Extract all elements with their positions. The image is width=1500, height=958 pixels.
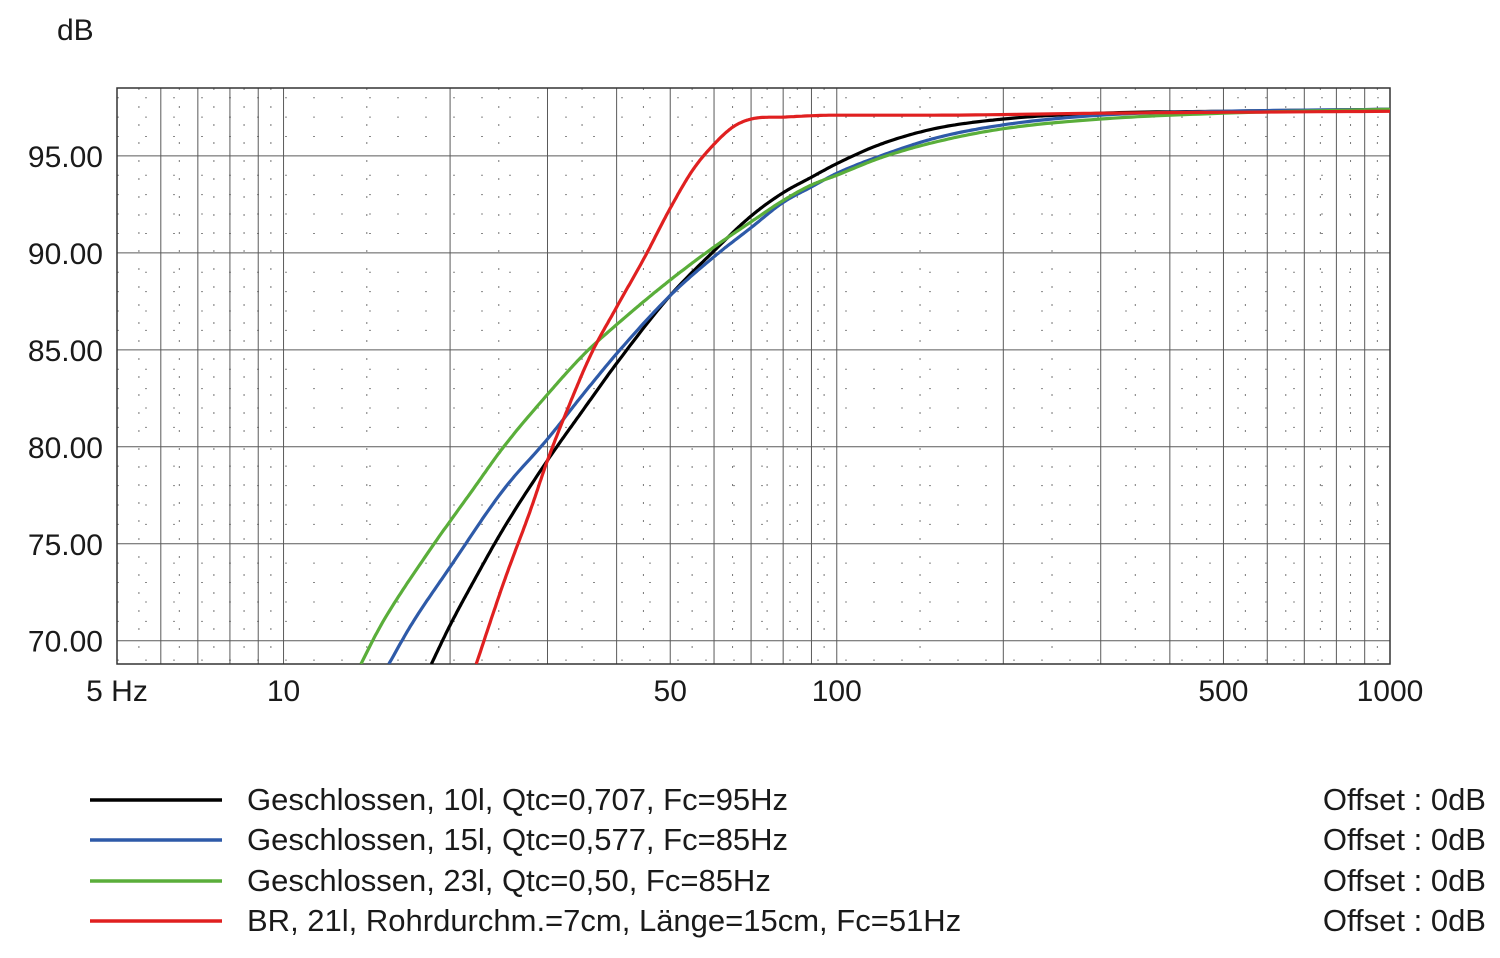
plot-area-frame: [116, 87, 1391, 665]
x-tick-label: 50: [654, 675, 687, 708]
legend: Geschlossen, 10l, Qtc=0,707, Fc=95Hz Offs…: [90, 782, 1486, 938]
legend-offset-label: Offset : 0dB: [1323, 863, 1486, 898]
x-tick-label: 10: [267, 675, 300, 708]
y-tick-label: 90.00: [28, 238, 103, 271]
x-tick-label: 5 Hz: [86, 675, 148, 708]
series-line-1: [429, 107, 1390, 664]
major-gridlines: [116, 88, 1391, 664]
x-tick-label: 100: [812, 675, 862, 708]
legend-entry-label: Geschlossen, 15l, Qtc=0,577, Fc=85Hz: [247, 822, 788, 857]
legend-entry-label: Geschlossen, 23l, Qtc=0,50, Fc=85Hz: [247, 863, 771, 898]
x-axis-tick-labels: 5 Hz 10 50 100 500 1000: [86, 675, 1423, 708]
series-line-4: [474, 109, 1390, 664]
y-axis-tick-labels: 70.00 75.00 80.00 85.00 90.00 95.00: [28, 141, 103, 659]
y-tick-label: 85.00: [28, 335, 103, 368]
series-line-3: [359, 107, 1390, 664]
x-tick-label: 1000: [1357, 675, 1424, 708]
y-tick-label: 75.00: [28, 529, 103, 562]
minor-gridlines: [117, 88, 1390, 664]
legend-offset-label: Offset : 0dB: [1323, 822, 1486, 857]
legend-entry-label: BR, 21l, Rohrdurchm.=7cm, Länge=15cm, Fc…: [247, 903, 961, 938]
y-axis-unit-label: dB: [57, 14, 94, 47]
series-line-2: [387, 107, 1390, 664]
x-tick-label: 500: [1198, 675, 1248, 708]
legend-offset-label: Offset : 0dB: [1323, 903, 1486, 938]
y-tick-label: 95.00: [28, 141, 103, 174]
legend-offset-label: Offset : 0dB: [1323, 782, 1486, 817]
series-lines: [359, 107, 1390, 664]
legend-entry-label: Geschlossen, 10l, Qtc=0,707, Fc=95Hz: [247, 782, 788, 817]
y-tick-label: 70.00: [28, 626, 103, 659]
y-tick-label: 80.00: [28, 432, 103, 465]
